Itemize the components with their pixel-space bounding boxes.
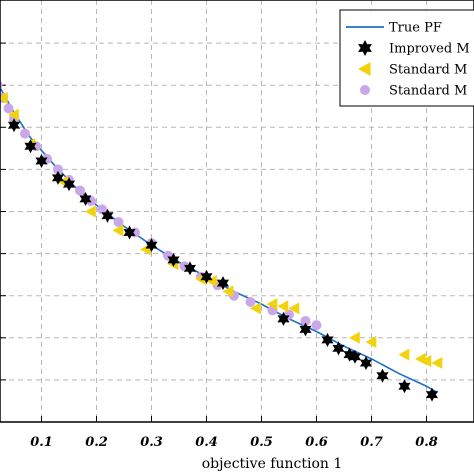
improved-point xyxy=(123,225,136,240)
standard-triangle-point xyxy=(8,108,19,121)
standard-triangle-point xyxy=(222,285,234,298)
standard-dot-point xyxy=(245,297,256,308)
improved-point xyxy=(167,252,180,267)
legend-triangle-swatch xyxy=(358,62,371,76)
standard-dot-point xyxy=(75,185,85,196)
improved-point xyxy=(398,379,411,394)
x-tick-label: 0.6 xyxy=(305,435,328,450)
standard-triangle-point xyxy=(431,357,443,370)
standard-triangle-point xyxy=(349,331,360,344)
improved-point xyxy=(277,311,290,326)
improved-point xyxy=(343,347,356,362)
standard-triangle-point xyxy=(250,302,261,315)
standard-triangle-point xyxy=(266,298,278,311)
improved-point xyxy=(183,261,197,276)
legend-entry-label: True PF xyxy=(389,21,442,36)
legend-dot-swatch xyxy=(360,85,370,95)
improved-point xyxy=(332,341,345,356)
improved-point xyxy=(35,153,48,168)
x-tick-label: 0.7 xyxy=(360,435,383,450)
improved-point xyxy=(321,332,334,347)
improved-point xyxy=(62,177,76,192)
improved-point xyxy=(299,322,312,337)
x-axis-label: objective function 1 xyxy=(202,456,343,472)
improved-point xyxy=(376,368,389,383)
standard-dot-point xyxy=(3,103,14,114)
standard-triangle-point xyxy=(206,274,217,287)
legend-entry-label: Improved M xyxy=(389,42,470,57)
standard-triangle-point xyxy=(85,205,96,218)
legend-entry-label: Standard M xyxy=(389,84,467,99)
improved-point xyxy=(145,238,158,253)
standard-triangle-point xyxy=(112,224,124,237)
standard-triangle-point xyxy=(420,354,432,367)
improved-point xyxy=(79,191,92,206)
improved-point xyxy=(24,139,37,154)
standard-triangle-point xyxy=(398,348,410,361)
improved-point xyxy=(200,269,213,284)
improved-point xyxy=(216,276,230,291)
legend-star-swatch xyxy=(358,40,372,56)
standard-dot-point xyxy=(311,320,322,331)
x-tick-label: 0.8 xyxy=(415,435,438,450)
x-tick-label: 0.5 xyxy=(250,435,273,450)
improved-point xyxy=(425,387,439,402)
x-tick-label: 0.4 xyxy=(195,435,218,450)
plot-frame xyxy=(0,0,474,423)
standard-triangle-point xyxy=(277,300,289,313)
standard-dot-point xyxy=(97,204,107,215)
improved-point xyxy=(7,118,21,133)
x-tick-label: 0.2 xyxy=(85,435,108,450)
legend-entry-label: Standard M xyxy=(389,63,467,78)
legend: True PF Improved M Standard M Standard M xyxy=(339,9,474,107)
standard-dot-point xyxy=(300,315,311,326)
standard-dot-point xyxy=(20,128,30,139)
improved-point xyxy=(51,170,65,185)
improved-series xyxy=(7,118,439,402)
standard-triangle-point xyxy=(288,302,300,315)
standard-triangle-point xyxy=(365,336,377,349)
improved-point xyxy=(101,208,114,223)
improved-point xyxy=(359,356,373,371)
x-tick-label: 0.1 xyxy=(30,435,53,450)
standard-triangle-point xyxy=(0,91,8,104)
improved-point xyxy=(348,349,362,364)
standard-dot-point xyxy=(113,217,124,228)
standard-dot-point xyxy=(53,164,63,175)
x-tick-label: 0.3 xyxy=(140,435,163,450)
x-axis-ticks: 0.1 0.2 0.3 0.4 0.5 0.6 0.7 0.8 xyxy=(30,416,438,450)
